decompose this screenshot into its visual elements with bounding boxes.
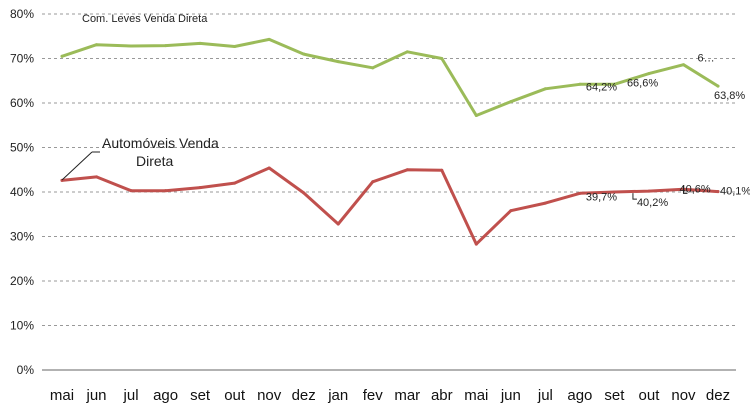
y-tick-label: 20% [10,274,34,288]
data-point [681,63,685,67]
series-line-0 [60,37,720,117]
x-tick-label: jun [500,387,521,404]
data-label: 40,2% [637,197,668,209]
data-point [198,186,202,190]
y-tick-label: 40% [10,185,34,199]
label-leader-line [632,193,637,200]
data-labels: 64,2% 66,6% 6… 63,8% 39,7% 40,2% 40,6% 40,1% [586,53,750,209]
data-label: 63,8% [714,90,745,102]
x-tick-label: jul [123,387,139,404]
series-layer [60,37,720,246]
data-point [612,82,616,86]
series-label-com-leves: Com. Leves Venda Direta [82,13,208,25]
data-point [233,181,237,185]
data-point [440,57,444,60]
x-tick-label: jun [86,387,107,404]
x-tick-label: abr [431,387,453,404]
data-label: 6… [697,53,714,65]
x-tick-label: out [224,387,246,404]
y-tick-label: 0% [17,363,35,377]
data-point [543,87,547,91]
y-tick-label: 10% [10,319,34,333]
series-label-callout-line [61,151,93,181]
x-tick-label: set [604,387,625,404]
series-label-automoveis-line2: Direta [136,153,174,169]
data-point [474,113,478,117]
x-tick-label: mai [464,387,488,404]
x-axis: mai jun jul ago set out nov dez jan fev mar abr mai j… [50,387,730,404]
data-point [371,66,375,70]
data-label: 64,2% [586,81,617,93]
data-point [578,82,582,86]
x-tick-label: dez [706,387,730,404]
data-point [440,168,444,172]
series-label-automoveis-line1: Automóveis Venda [102,135,219,151]
x-tick-label: ago [567,387,592,404]
data-point [233,44,237,48]
data-point [716,190,720,194]
data-label: 40,1% [720,186,750,198]
y-axis: 0% 10% 20% 30% 40% 50% 60% 70% 80% [10,7,736,377]
series-line-1 [60,166,720,246]
data-point [302,191,306,195]
y-tick-label: 30% [10,230,34,244]
data-point [371,180,375,184]
data-point [509,209,513,213]
data-point [60,54,64,58]
data-point [716,84,720,88]
data-point [95,175,99,179]
data-point [474,242,478,246]
data-point [578,191,582,195]
data-point [405,50,409,54]
x-tick-label: jan [327,387,348,404]
data-point [129,189,133,193]
x-tick-label: fev [363,387,384,404]
data-point [267,37,271,41]
data-point [164,189,168,193]
data-point [336,60,340,64]
data-point [129,44,133,48]
x-tick-label: nov [671,387,696,404]
data-point [612,190,616,194]
data-label: 66,6% [627,78,658,90]
data-point [543,201,547,205]
data-point [198,41,202,45]
y-tick-label: 70% [10,52,34,66]
y-tick-label: 60% [10,96,34,110]
y-tick-label: 80% [10,7,34,21]
annotations: Com. Leves Venda Direta Automóveis Venda… [61,13,219,181]
data-point [336,222,340,226]
data-point [647,189,651,193]
x-tick-label: ago [153,387,178,404]
x-tick-label: jul [537,387,553,404]
x-tick-label: out [639,387,661,404]
data-point [164,44,168,48]
y-tick-label: 50% [10,141,34,155]
x-tick-label: set [190,387,211,404]
x-tick-label: dez [292,387,316,404]
data-point [302,52,306,56]
label-leader-line [682,185,688,194]
data-point [267,166,271,170]
x-tick-label: mar [394,387,420,404]
data-label: 40,6% [679,183,710,195]
data-label: 39,7% [586,191,617,203]
x-tick-label: nov [257,387,282,404]
data-point [405,168,409,172]
data-point [95,43,99,47]
data-point [509,100,513,104]
x-tick-label: mai [50,387,74,404]
data-point [647,72,651,76]
